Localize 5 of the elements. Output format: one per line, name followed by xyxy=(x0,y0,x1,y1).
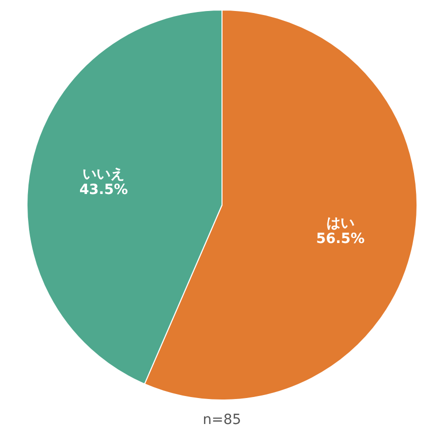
slice-label: いいえ xyxy=(82,166,125,182)
data-label: 43.5% xyxy=(79,182,128,198)
text: n=85 xyxy=(202,412,242,428)
data-label: 56.5% xyxy=(316,230,365,247)
slice-label: はい xyxy=(326,216,354,232)
